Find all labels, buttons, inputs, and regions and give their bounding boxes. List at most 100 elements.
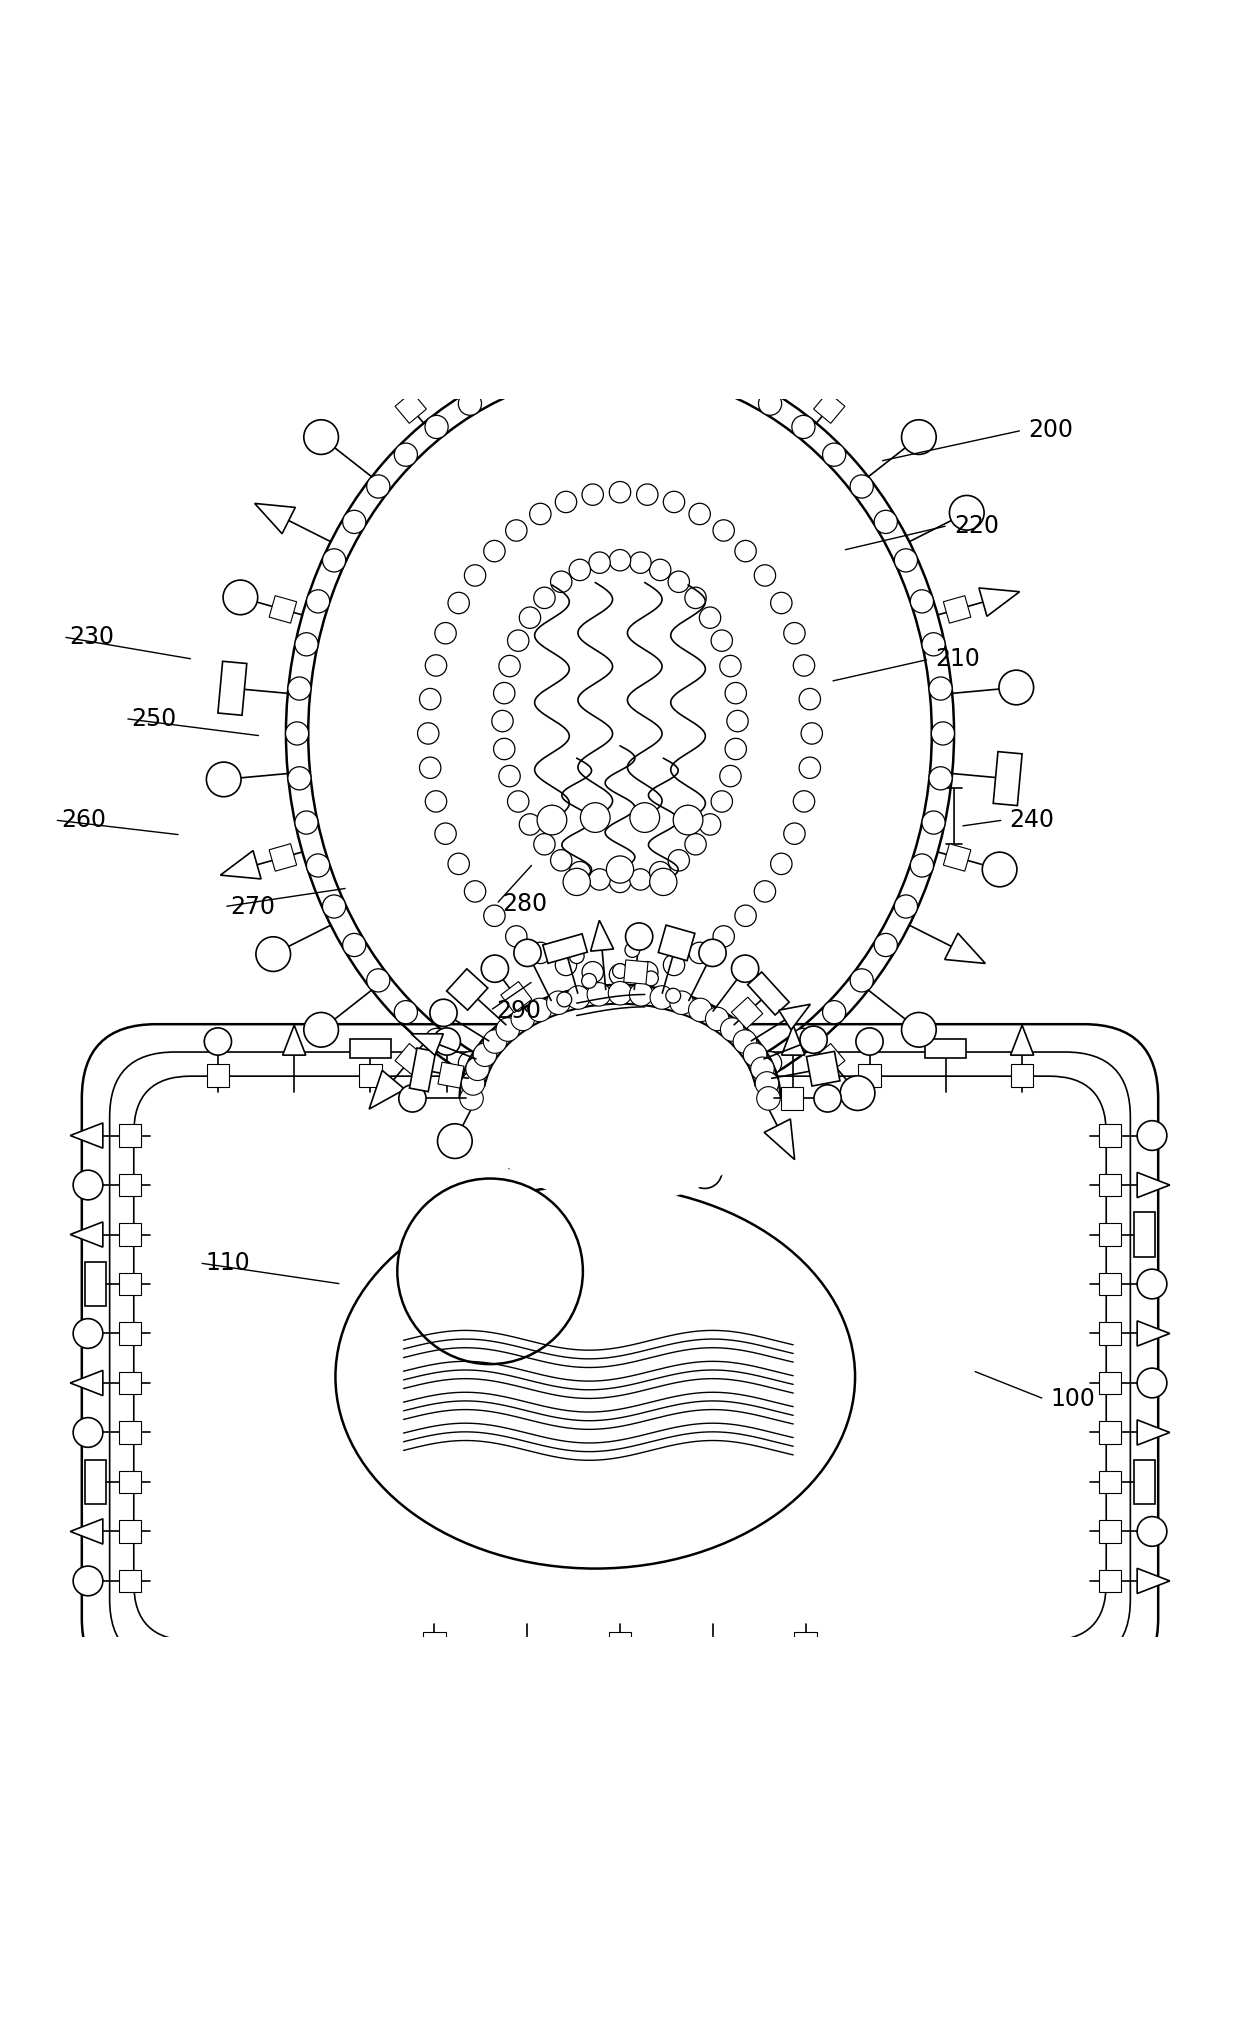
Polygon shape [658, 924, 694, 961]
Polygon shape [438, 1063, 464, 1087]
Polygon shape [71, 1370, 103, 1395]
Polygon shape [423, 1633, 445, 1653]
Circle shape [582, 961, 604, 983]
Circle shape [723, 1071, 746, 1093]
Circle shape [754, 564, 775, 586]
Polygon shape [71, 1124, 103, 1148]
Circle shape [448, 853, 470, 875]
Circle shape [609, 550, 631, 570]
Circle shape [686, 360, 709, 383]
Circle shape [609, 480, 631, 503]
Circle shape [650, 867, 677, 896]
Circle shape [735, 906, 756, 926]
Circle shape [529, 943, 551, 963]
Circle shape [851, 969, 873, 992]
Circle shape [784, 823, 805, 845]
Circle shape [630, 983, 653, 1006]
Text: 230: 230 [69, 625, 114, 649]
Circle shape [73, 1417, 103, 1448]
Text: 290: 290 [496, 998, 542, 1022]
Circle shape [759, 393, 781, 415]
Circle shape [448, 592, 470, 613]
Circle shape [367, 474, 389, 499]
Circle shape [435, 823, 456, 845]
Polygon shape [836, 358, 870, 397]
Circle shape [306, 853, 330, 878]
Circle shape [609, 963, 631, 985]
Polygon shape [446, 969, 487, 1010]
Circle shape [733, 1030, 756, 1053]
Circle shape [901, 419, 936, 454]
Circle shape [743, 1042, 766, 1067]
Circle shape [304, 1012, 339, 1047]
Circle shape [511, 1008, 534, 1030]
Circle shape [770, 592, 792, 613]
Circle shape [799, 757, 821, 778]
Circle shape [223, 580, 258, 615]
Circle shape [569, 352, 593, 375]
Circle shape [606, 855, 634, 884]
Text: 250: 250 [131, 706, 176, 731]
Circle shape [461, 1071, 485, 1095]
Polygon shape [119, 1372, 141, 1395]
Polygon shape [445, 307, 476, 348]
Circle shape [732, 955, 759, 981]
Circle shape [687, 1154, 722, 1189]
Polygon shape [221, 851, 262, 880]
Circle shape [484, 540, 505, 562]
Text: 280: 280 [502, 892, 548, 916]
Circle shape [801, 723, 822, 743]
Circle shape [686, 1083, 709, 1108]
Polygon shape [86, 1262, 105, 1307]
Polygon shape [609, 1126, 631, 1148]
Circle shape [720, 1018, 744, 1040]
Circle shape [365, 356, 399, 391]
Circle shape [794, 790, 815, 812]
Polygon shape [396, 1044, 427, 1075]
Circle shape [304, 419, 339, 454]
Circle shape [650, 861, 671, 884]
Circle shape [841, 1075, 875, 1110]
Circle shape [699, 607, 720, 629]
Circle shape [792, 415, 815, 438]
Polygon shape [1011, 1026, 1034, 1055]
Circle shape [465, 564, 486, 586]
Circle shape [306, 590, 330, 613]
Circle shape [498, 766, 521, 786]
Circle shape [673, 804, 703, 835]
Circle shape [713, 926, 734, 947]
Circle shape [425, 656, 446, 676]
Text: 220: 220 [954, 513, 999, 538]
Circle shape [735, 540, 756, 562]
Circle shape [630, 802, 660, 833]
Polygon shape [1099, 1124, 1121, 1146]
Polygon shape [283, 1026, 306, 1055]
Circle shape [498, 656, 521, 676]
Text: 200: 200 [1028, 417, 1074, 442]
Circle shape [647, 352, 671, 375]
Circle shape [494, 682, 515, 704]
Polygon shape [945, 932, 986, 963]
Polygon shape [1099, 1521, 1121, 1543]
Circle shape [481, 955, 508, 981]
Circle shape [496, 1018, 520, 1040]
Circle shape [425, 790, 446, 812]
Polygon shape [515, 1667, 539, 1700]
Circle shape [529, 503, 551, 525]
Text: 240: 240 [1009, 808, 1055, 833]
Polygon shape [218, 662, 247, 715]
Circle shape [822, 444, 846, 466]
Circle shape [982, 853, 1017, 888]
Circle shape [630, 552, 651, 574]
Circle shape [706, 1008, 729, 1030]
Circle shape [419, 1667, 449, 1698]
Circle shape [668, 570, 689, 592]
Polygon shape [1099, 1570, 1121, 1592]
Polygon shape [748, 971, 789, 1016]
Polygon shape [701, 1667, 725, 1700]
Polygon shape [1099, 1272, 1121, 1295]
Ellipse shape [336, 1185, 856, 1568]
Polygon shape [1137, 1568, 1169, 1594]
Polygon shape [71, 1222, 103, 1248]
Circle shape [419, 688, 441, 711]
